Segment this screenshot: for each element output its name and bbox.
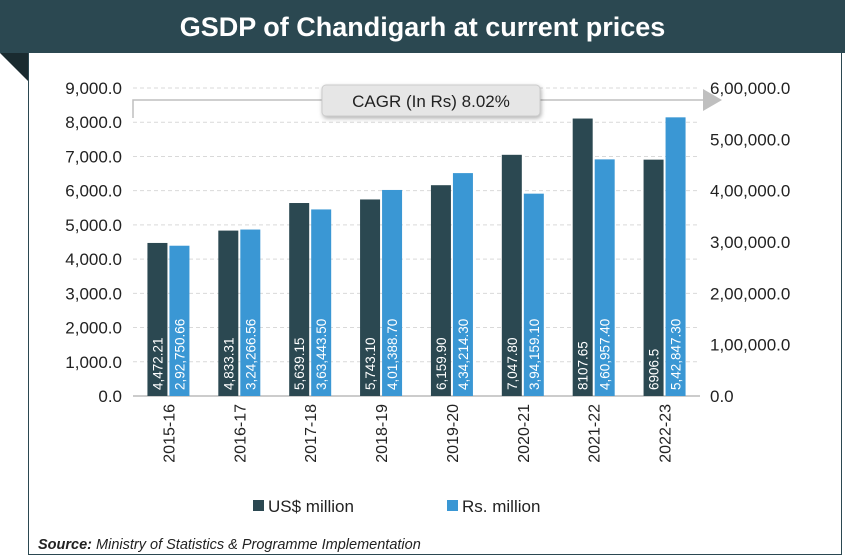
bar-rs	[311, 209, 332, 396]
right-tick-label: 2,00,000.0	[710, 284, 790, 303]
cagr-arrowhead-icon	[703, 89, 722, 111]
legend-swatch-rs	[447, 500, 458, 511]
data-label: 3,63,443.50	[314, 319, 329, 390]
left-tick-label: 3,000.0	[65, 284, 122, 303]
data-label: 4,833.31	[221, 337, 236, 390]
data-label: 5,743.10	[363, 337, 378, 390]
right-tick-label: 3,00,000.0	[710, 233, 790, 252]
category-label: 2016-17	[232, 404, 249, 463]
category-label: 2017-18	[303, 404, 320, 463]
bar-rs	[523, 193, 544, 396]
source-text: Ministry of Statistics & Programme Imple…	[96, 537, 421, 553]
source-note: Source: Ministry of Statistics & Program…	[38, 537, 421, 553]
right-tick-label: 6,00,000.0	[710, 79, 790, 98]
left-tick-label: 6,000.0	[65, 182, 122, 201]
data-label: 4,60,957.40	[598, 319, 613, 390]
cagr-box	[321, 84, 541, 117]
right-tick-label: 1,00,000.0	[710, 336, 790, 355]
bar-usd	[572, 118, 593, 396]
left-tick-label: 7,000.0	[65, 147, 122, 166]
left-tick-label: 0.0	[98, 387, 122, 406]
data-label: 4,34,214.30	[456, 319, 471, 390]
bar-rs	[382, 189, 403, 396]
data-label: 7,047.80	[505, 337, 520, 390]
data-label: 4,01,388.70	[385, 319, 400, 390]
category-label: 2019-20	[445, 404, 462, 463]
data-label: 8107.65	[576, 341, 591, 390]
data-label: 3,24,266.56	[243, 319, 258, 390]
right-tick-label: 0.0	[710, 387, 734, 406]
category-label: 2021-22	[587, 404, 604, 463]
left-tick-label: 4,000.0	[65, 250, 122, 269]
left-tick-label: 9,000.0	[65, 79, 122, 98]
bar-usd	[289, 203, 310, 396]
legend-swatch-usd	[253, 500, 264, 511]
chart-frame	[28, 53, 842, 555]
cagr-annotation: CAGR (In Rs) 8.02%	[352, 92, 510, 111]
category-label: 2022-23	[658, 404, 675, 463]
page-title: GSDP of Chandigarh at current prices	[0, 0, 845, 53]
bar-rs	[665, 117, 686, 397]
data-label: 3,94,159.10	[527, 319, 542, 390]
bar-rs	[594, 159, 615, 396]
data-label: 6,159.90	[434, 337, 449, 390]
data-label: 2,92,750.66	[172, 319, 187, 390]
left-tick-label: 2,000.0	[65, 319, 122, 338]
category-label: 2018-19	[374, 404, 391, 463]
source-label: Source:	[38, 537, 92, 553]
right-tick-label: 5,00,000.0	[710, 130, 790, 149]
bar-usd	[218, 230, 239, 396]
bar-rs	[169, 245, 190, 396]
data-label: 6906.5	[647, 349, 662, 390]
data-label: 5,639.15	[292, 337, 307, 390]
bar-rs	[240, 229, 261, 396]
data-label: 5,42,847.30	[669, 319, 684, 390]
bar-rs	[452, 173, 473, 396]
corner-fold-decoration	[0, 53, 28, 81]
bar-usd	[147, 242, 168, 396]
legend-label: US$ million	[268, 497, 354, 516]
right-tick-label: 4,00,000.0	[710, 182, 790, 201]
category-label: 2020-21	[516, 404, 533, 463]
bar-usd	[360, 199, 381, 396]
legend-label: Rs. million	[462, 497, 540, 516]
category-label: 2015-16	[161, 404, 178, 463]
left-tick-label: 1,000.0	[65, 353, 122, 372]
bar-usd	[430, 185, 451, 396]
left-tick-label: 8,000.0	[65, 113, 122, 132]
data-label: 4,472.21	[150, 337, 165, 390]
bar-usd	[501, 154, 522, 396]
left-tick-label: 5,000.0	[65, 216, 122, 235]
bar-usd	[643, 159, 664, 396]
